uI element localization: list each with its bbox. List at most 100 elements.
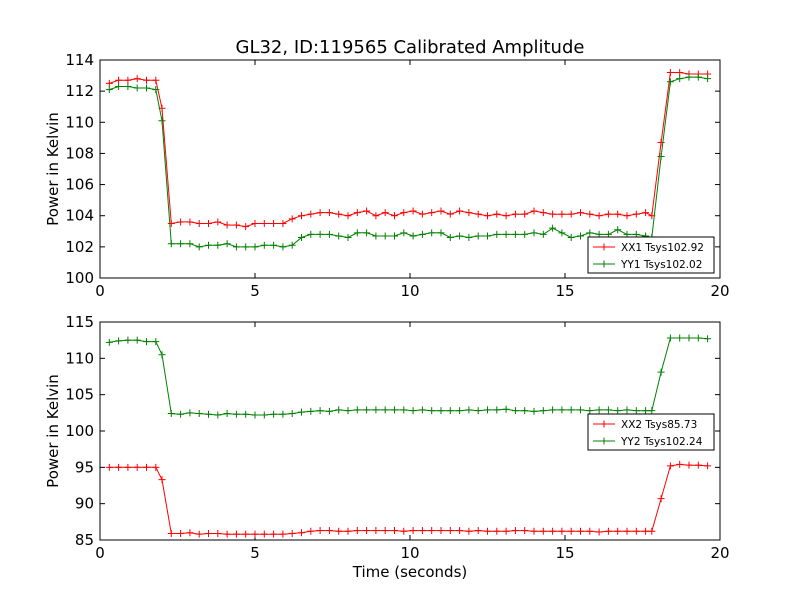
data-point <box>124 82 132 90</box>
data-point <box>372 212 380 220</box>
data-point <box>577 406 584 414</box>
data-point <box>105 86 113 94</box>
data-point <box>530 207 538 215</box>
data-point <box>177 218 185 226</box>
data-point <box>260 220 268 227</box>
data-point <box>316 230 324 238</box>
data-point <box>539 230 547 238</box>
y-tick-label: 114 <box>65 51 94 69</box>
data-point <box>363 229 371 237</box>
data-point <box>381 527 389 535</box>
data-point <box>288 410 296 418</box>
data-point <box>418 527 426 535</box>
data-point <box>623 212 631 220</box>
data-point <box>214 411 222 419</box>
data-point <box>115 76 123 84</box>
data-point <box>232 243 240 251</box>
data-point <box>549 210 557 218</box>
y-tick-label: 110 <box>65 349 94 367</box>
data-point <box>158 117 166 125</box>
data-point <box>242 530 250 538</box>
data-point <box>586 527 594 535</box>
data-point <box>133 336 141 344</box>
data-point <box>567 527 575 535</box>
data-point <box>167 410 175 418</box>
data-point <box>316 527 324 535</box>
data-point <box>270 530 278 538</box>
data-point <box>446 234 454 242</box>
legend-entry: YY1 Tsys102.02 <box>620 259 702 271</box>
data-point <box>704 75 712 83</box>
data-point <box>279 410 287 418</box>
series-1 <box>105 68 712 231</box>
data-point <box>549 224 557 232</box>
data-point <box>577 232 584 240</box>
data-point <box>456 407 464 415</box>
data-point <box>195 410 203 418</box>
data-point <box>446 210 454 218</box>
data-point <box>260 241 268 249</box>
data-point <box>694 334 702 342</box>
data-point <box>493 230 501 238</box>
data-point <box>242 243 250 251</box>
data-point <box>391 212 398 220</box>
data-point <box>437 229 445 237</box>
legend-marker <box>600 243 608 251</box>
data-point <box>456 232 464 240</box>
data-point <box>642 527 650 535</box>
data-point <box>270 410 278 418</box>
data-point <box>676 460 684 468</box>
data-point <box>152 76 160 84</box>
data-point <box>195 243 203 251</box>
data-point <box>586 210 594 218</box>
data-point <box>474 232 482 240</box>
data-point <box>604 527 612 535</box>
data-point <box>105 338 113 346</box>
legend-entry: XX2 Tsys85.73 <box>621 419 697 431</box>
data-point <box>558 210 566 218</box>
data-point <box>325 527 333 535</box>
chart-title: GL32, ID:119565 Calibrated Amplitude <box>236 37 585 58</box>
data-point <box>400 527 408 535</box>
data-point <box>567 210 575 218</box>
data-point <box>418 406 426 414</box>
data-point <box>167 529 175 537</box>
data-point <box>335 232 343 240</box>
data-point <box>143 76 150 84</box>
data-point <box>363 207 371 215</box>
data-point <box>205 241 212 249</box>
data-point <box>363 527 371 535</box>
data-point <box>484 212 491 220</box>
data-point <box>279 243 287 251</box>
data-point <box>511 230 519 238</box>
data-point <box>391 527 398 535</box>
x-tick-label: 15 <box>555 282 574 300</box>
data-point <box>353 209 361 217</box>
data-point <box>521 527 529 535</box>
data-point <box>124 336 132 344</box>
data-point <box>493 406 501 414</box>
data-point <box>595 528 603 536</box>
data-point <box>428 527 436 535</box>
data-point <box>657 139 665 147</box>
series-2 <box>105 334 712 419</box>
data-point <box>152 463 160 471</box>
data-point <box>685 334 693 342</box>
data-point <box>288 241 296 249</box>
data-point <box>372 406 380 414</box>
data-point <box>474 527 482 535</box>
data-point <box>353 527 361 535</box>
data-point <box>152 338 160 346</box>
x-tick-label: 15 <box>555 544 574 562</box>
legend-box <box>587 236 715 274</box>
data-point <box>381 406 389 414</box>
data-point <box>409 527 417 535</box>
data-point <box>223 530 231 538</box>
data-point <box>307 230 315 238</box>
data-point <box>577 527 584 535</box>
data-point <box>223 240 231 248</box>
data-point <box>642 209 650 217</box>
data-point <box>586 407 594 415</box>
data-point <box>666 68 674 76</box>
data-point <box>133 84 141 92</box>
